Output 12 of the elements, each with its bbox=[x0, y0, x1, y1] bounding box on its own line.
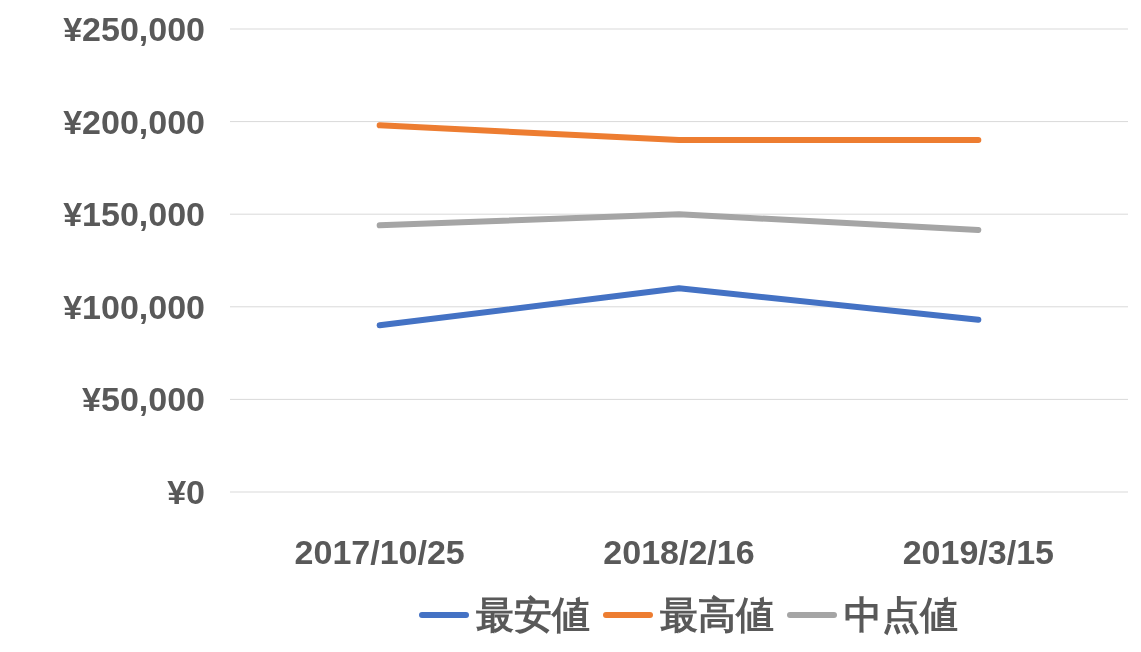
legend-label: 中点値 bbox=[844, 594, 958, 636]
x-tick-label: 2018/2/16 bbox=[603, 533, 755, 571]
y-tick-label: ¥150,000 bbox=[63, 195, 205, 234]
y-tick-label: ¥0 bbox=[167, 473, 205, 511]
y-tick-label: ¥50,000 bbox=[82, 380, 205, 419]
legend-label: 最安値 bbox=[476, 594, 590, 636]
legend-label: 最高値 bbox=[660, 594, 774, 636]
y-tick-label: ¥100,000 bbox=[63, 287, 205, 326]
x-tick-label: 2017/10/25 bbox=[294, 533, 465, 571]
x-tick-label: 2019/3/15 bbox=[902, 533, 1054, 571]
y-tick-label: ¥250,000 bbox=[63, 10, 205, 48]
y-tick-label: ¥200,000 bbox=[63, 102, 205, 141]
